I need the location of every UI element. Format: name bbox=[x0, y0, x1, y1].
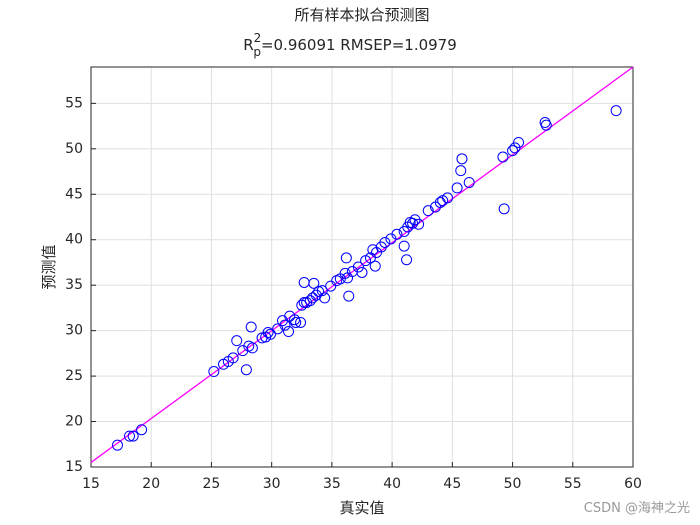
subtitle-sup: 2 bbox=[254, 31, 262, 45]
x-axis-label: 真实值 bbox=[339, 499, 384, 517]
x-tick-label: 55 bbox=[564, 476, 582, 492]
x-tick-label: 40 bbox=[383, 476, 401, 492]
point bbox=[264, 328, 276, 340]
point bbox=[513, 136, 525, 148]
point bbox=[509, 142, 521, 154]
point bbox=[498, 203, 510, 215]
point bbox=[124, 430, 136, 442]
point bbox=[455, 165, 467, 177]
y-tick-label: 25 bbox=[65, 368, 83, 384]
point bbox=[352, 261, 364, 273]
point bbox=[245, 321, 257, 333]
point bbox=[295, 316, 307, 328]
point bbox=[422, 205, 434, 217]
point bbox=[307, 292, 319, 304]
point bbox=[356, 266, 368, 278]
point bbox=[298, 296, 310, 308]
point bbox=[240, 364, 252, 376]
point bbox=[369, 260, 381, 272]
point bbox=[308, 277, 320, 289]
point bbox=[407, 217, 419, 229]
point bbox=[279, 319, 291, 331]
y-tick-label: 30 bbox=[65, 323, 83, 339]
point bbox=[316, 285, 328, 297]
chart-title: 所有样本拟合预测图 bbox=[294, 6, 429, 24]
y-tick-label: 15 bbox=[65, 459, 83, 475]
point bbox=[413, 218, 425, 230]
point bbox=[262, 326, 274, 338]
point bbox=[442, 192, 454, 204]
point bbox=[111, 439, 123, 451]
point bbox=[290, 316, 302, 328]
subtitle-sub: p bbox=[253, 45, 261, 59]
y-tick-label: 20 bbox=[65, 414, 83, 430]
watermark: CSDN @海神之光 bbox=[584, 501, 690, 516]
y-tick-label: 55 bbox=[65, 95, 83, 111]
x-tick-label: 35 bbox=[323, 476, 341, 492]
x-tick-label: 15 bbox=[82, 476, 100, 492]
point bbox=[246, 342, 258, 354]
point bbox=[507, 145, 519, 157]
point bbox=[283, 326, 295, 338]
point bbox=[231, 335, 243, 347]
point bbox=[227, 352, 239, 364]
point bbox=[610, 105, 622, 117]
point bbox=[127, 430, 139, 442]
point bbox=[451, 182, 463, 194]
x-tick-label: 30 bbox=[263, 476, 281, 492]
y-tick-label: 50 bbox=[65, 141, 83, 157]
point bbox=[343, 290, 355, 302]
subtitle-base: R bbox=[243, 36, 253, 54]
x-tick-label: 20 bbox=[142, 476, 160, 492]
y-tick-label: 40 bbox=[65, 232, 83, 248]
point bbox=[456, 153, 468, 165]
y-axis-label: 预测值 bbox=[40, 244, 58, 289]
chart-subtitle: R2 p=0.96091 RMSEP=1.0979 bbox=[243, 31, 457, 59]
point bbox=[463, 176, 475, 188]
point bbox=[367, 244, 379, 256]
point bbox=[340, 252, 352, 264]
point bbox=[304, 295, 316, 307]
point bbox=[136, 424, 148, 436]
point bbox=[319, 292, 331, 304]
x-tick-label: 50 bbox=[504, 476, 522, 492]
y-tick-label: 45 bbox=[65, 186, 83, 202]
x-tick-label: 25 bbox=[203, 476, 221, 492]
point bbox=[325, 280, 337, 292]
x-tick-label: 60 bbox=[624, 476, 642, 492]
x-tick-label: 45 bbox=[443, 476, 461, 492]
point bbox=[401, 254, 413, 266]
plot-frame bbox=[90, 66, 634, 468]
point bbox=[497, 151, 509, 163]
point bbox=[540, 119, 552, 131]
subtitle-rest: =0.96091 RMSEP=1.0979 bbox=[261, 36, 457, 54]
point bbox=[391, 228, 403, 240]
point bbox=[208, 366, 220, 378]
point bbox=[364, 252, 376, 264]
point bbox=[398, 240, 410, 252]
y-tick-label: 35 bbox=[65, 277, 83, 293]
point bbox=[272, 323, 284, 335]
point bbox=[379, 236, 391, 248]
